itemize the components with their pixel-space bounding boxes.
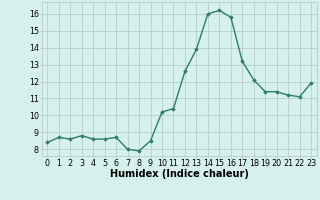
- X-axis label: Humidex (Indice chaleur): Humidex (Indice chaleur): [110, 169, 249, 179]
